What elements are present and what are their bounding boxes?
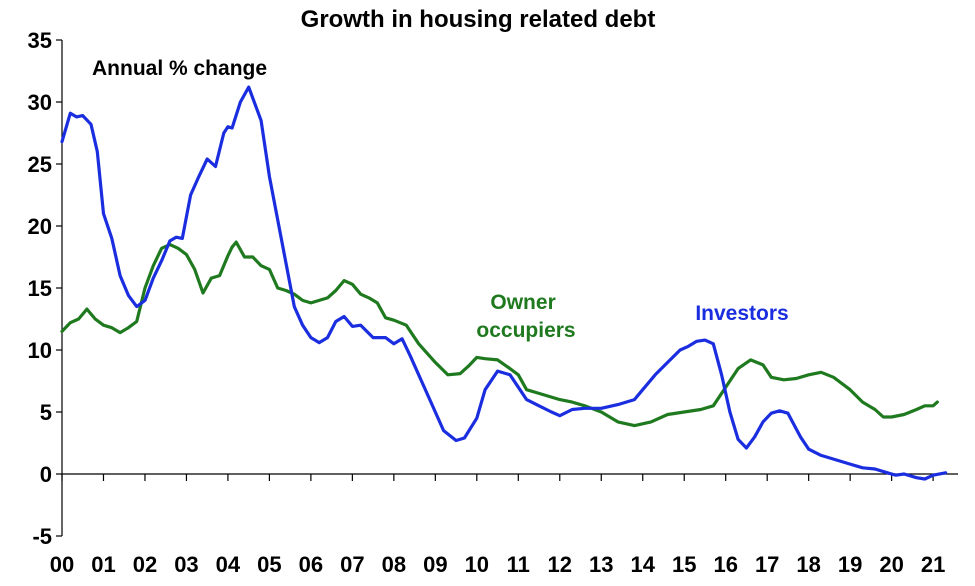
x-tick-label: 00 — [50, 552, 74, 577]
x-tick-label: 19 — [838, 552, 862, 577]
y-tick-label: 20 — [28, 214, 52, 239]
annotation-investors: Investors — [695, 302, 788, 325]
x-tick-label: 17 — [755, 552, 779, 577]
y-tick-label: -5 — [32, 524, 52, 549]
chart-subtitle: Annual % change — [92, 57, 267, 80]
x-tick-label: 15 — [672, 552, 696, 577]
x-tick-label: 09 — [423, 552, 447, 577]
chart-title: Growth in housing related debt — [301, 6, 656, 33]
x-tick-label: 04 — [216, 552, 241, 577]
y-tick-label: 35 — [28, 28, 52, 53]
x-tick-label: 03 — [174, 552, 198, 577]
series-line-owner-occupiers — [60, 240, 939, 428]
x-tick-label: 05 — [257, 552, 281, 577]
annotation-owner-line-1: Owner — [490, 291, 555, 314]
y-tick-label: 30 — [28, 90, 52, 115]
x-tick-label: 20 — [879, 552, 903, 577]
y-tick-label: 0 — [40, 462, 52, 487]
x-tick-label: 01 — [91, 552, 115, 577]
annotation-owner-line-2: occupiers — [476, 319, 575, 342]
annotation-owner-occupiers: Owner occupiers — [476, 291, 575, 342]
x-tick-label: 13 — [589, 552, 613, 577]
x-tick-label: 02 — [133, 552, 157, 577]
y-tick-label: 15 — [28, 276, 52, 301]
x-tick-label: 07 — [340, 552, 364, 577]
y-tick-label: 25 — [28, 152, 52, 177]
x-tick-label: 21 — [921, 552, 945, 577]
x-tick-label: 08 — [382, 552, 406, 577]
x-tick-label: 11 — [507, 552, 530, 577]
y-axis-ticks: -5 0 5 10 15 20 25 30 35 — [28, 28, 62, 549]
series-line-investors — [60, 85, 948, 481]
x-tick-label: 12 — [548, 552, 572, 577]
x-tick-label: 06 — [299, 552, 323, 577]
y-tick-label: 10 — [28, 338, 52, 363]
x-tick-label: 18 — [796, 552, 820, 577]
series-layer — [60, 85, 948, 481]
x-tick-label: 16 — [713, 552, 737, 577]
y-tick-label: 5 — [40, 400, 52, 425]
x-axis-ticks: 00 01 02 03 04 05 06 07 08 09 10 11 12 13 14 15 16 17 18 19… — [50, 474, 945, 577]
x-tick-label: 14 — [630, 552, 655, 577]
x-tick-label: 10 — [465, 552, 489, 577]
